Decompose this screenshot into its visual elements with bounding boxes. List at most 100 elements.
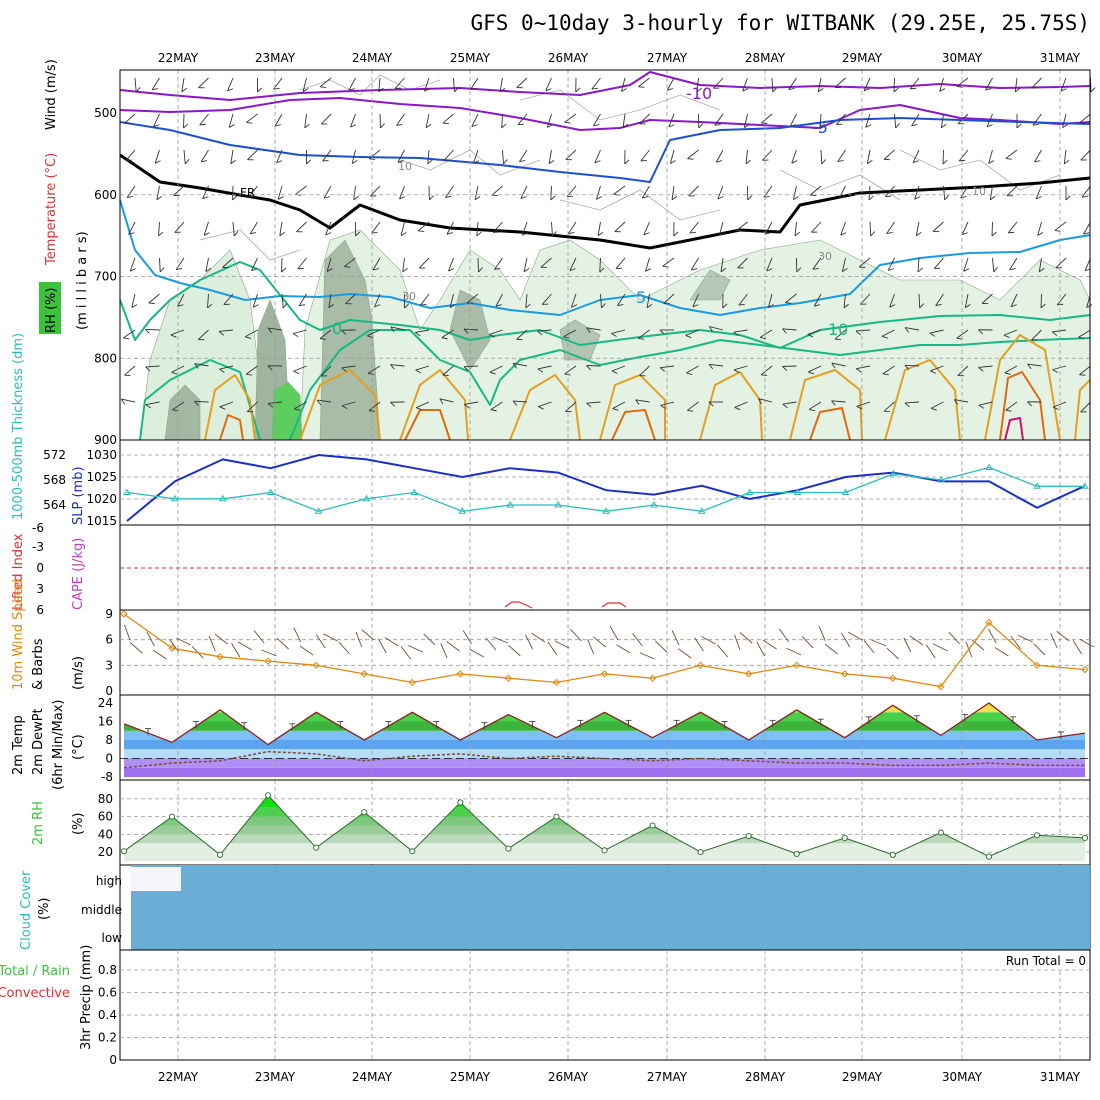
wind-barb xyxy=(759,329,773,338)
wind-barb-flag xyxy=(856,368,862,373)
wind-barb-flag xyxy=(176,268,183,271)
wind-barb xyxy=(516,329,528,340)
cape-y-ticks: -6 -3 0 3 6 xyxy=(32,521,44,617)
wind-barb-flag xyxy=(646,303,653,309)
wind-barb xyxy=(439,398,454,403)
wind-barb xyxy=(865,113,871,128)
wind-barb xyxy=(341,365,356,369)
wind10-barb xyxy=(570,628,582,642)
wind-barb-flag xyxy=(961,232,968,236)
wind-barb-flag xyxy=(569,268,576,272)
thickness-point xyxy=(1033,482,1041,489)
wind-barb xyxy=(791,149,797,164)
wind-barb xyxy=(978,401,993,406)
wind-barb xyxy=(808,365,822,373)
wind-barb xyxy=(611,329,626,334)
wind-barb xyxy=(817,77,822,92)
wind-barb-flag xyxy=(742,88,749,92)
wind-barb-flag xyxy=(1086,304,1093,308)
wind-barb xyxy=(541,293,552,305)
wind-barb xyxy=(134,77,137,92)
temperature-contour xyxy=(999,371,1046,441)
wind-barb-flag xyxy=(758,398,762,404)
wind-barb xyxy=(125,149,136,161)
cape-li-panel: -6 -3 0 3 6 Lifted Index CAPE (J/kg) xyxy=(11,521,1091,617)
wind-barb-flag xyxy=(537,330,543,336)
wind-barb-flag xyxy=(471,124,478,128)
wind-barb xyxy=(686,365,699,374)
wind-barb-flag xyxy=(552,231,557,237)
wind-barb-flag xyxy=(719,232,725,236)
wind-barb xyxy=(513,362,528,367)
wind-barb-flag xyxy=(716,160,723,163)
wind-barb xyxy=(760,113,773,124)
y-tick-label: 3 xyxy=(105,658,113,672)
wind10-barb xyxy=(400,645,411,660)
wind-barb xyxy=(843,293,846,308)
wind-barb-flag xyxy=(1062,124,1068,128)
wind-barb xyxy=(425,113,430,128)
wind10-speed-point xyxy=(600,670,609,678)
wind-barb-flag xyxy=(304,123,310,129)
wind-barb-flag xyxy=(323,196,330,199)
wind-barb xyxy=(537,365,552,370)
thickness-point xyxy=(745,488,754,495)
wind10-barb xyxy=(671,630,680,646)
wind-barb xyxy=(840,221,846,236)
wind-barb-flag xyxy=(230,159,236,165)
y-tick-label: 0.4 xyxy=(98,1008,117,1022)
contour-label: -5 xyxy=(812,118,828,137)
wind-barb-flag xyxy=(495,304,502,307)
y-tick-label: 3 xyxy=(36,582,44,596)
temperature-band xyxy=(124,758,1085,768)
wind-barb-flag xyxy=(796,267,802,273)
wind-barb xyxy=(930,365,944,372)
wind-barb xyxy=(424,77,430,92)
wind-barb xyxy=(734,401,748,408)
wind-barb xyxy=(1080,149,1091,161)
wind-barb xyxy=(252,293,258,308)
wind-barb xyxy=(713,77,724,89)
wind-barb-flag xyxy=(171,371,178,375)
wind-barb xyxy=(453,77,455,92)
wind-barb xyxy=(762,149,773,161)
wind10-speed-point xyxy=(792,661,801,670)
wind-barb xyxy=(491,185,503,196)
wind-barb xyxy=(638,329,650,339)
wind-barb xyxy=(614,221,626,232)
wind-barb xyxy=(565,149,577,160)
wind-barb xyxy=(935,293,944,306)
temperature-contour xyxy=(809,407,851,441)
cloud-level-middle: middle xyxy=(81,903,122,917)
wind10-barb xyxy=(462,630,472,645)
wind-barb-flag xyxy=(965,304,971,309)
date-label-bottom: 28MAY xyxy=(745,1070,786,1084)
wind-barb-flag xyxy=(593,124,600,127)
wind-barb-flag xyxy=(668,124,675,128)
wind-barb-flag xyxy=(635,399,640,405)
wind10-barb xyxy=(779,628,790,643)
wind-barb-flag xyxy=(612,408,619,411)
rh-point xyxy=(217,851,224,858)
chart-title: GFS 0~10day 3-hourly for WITBANK (29.25E… xyxy=(470,11,1090,35)
rh-point xyxy=(313,844,320,851)
wind-barb xyxy=(905,327,920,331)
wind-barb xyxy=(281,293,284,308)
wind-barb-flag xyxy=(821,159,827,165)
wind-barb-flag xyxy=(172,409,179,412)
wind-barb-flag xyxy=(794,231,800,237)
wind-barb xyxy=(869,221,872,237)
y-tick-label: 0.6 xyxy=(98,986,117,1000)
rh-point xyxy=(601,847,608,854)
wind-barb xyxy=(988,149,993,164)
contour-labels: -10 -5 10 10 FR 30 30 5 0 10 xyxy=(240,84,986,339)
wind-barb xyxy=(1063,149,1067,164)
wind-barb xyxy=(476,221,479,236)
wind-barb xyxy=(495,293,503,307)
y-tick-label: 568 xyxy=(43,473,66,487)
temperature-contours xyxy=(119,71,1091,441)
wind10-barb xyxy=(355,631,363,648)
wind-barb-flag xyxy=(1052,406,1059,411)
wind-barb-flag xyxy=(199,123,206,126)
cloud-gap xyxy=(131,867,181,889)
